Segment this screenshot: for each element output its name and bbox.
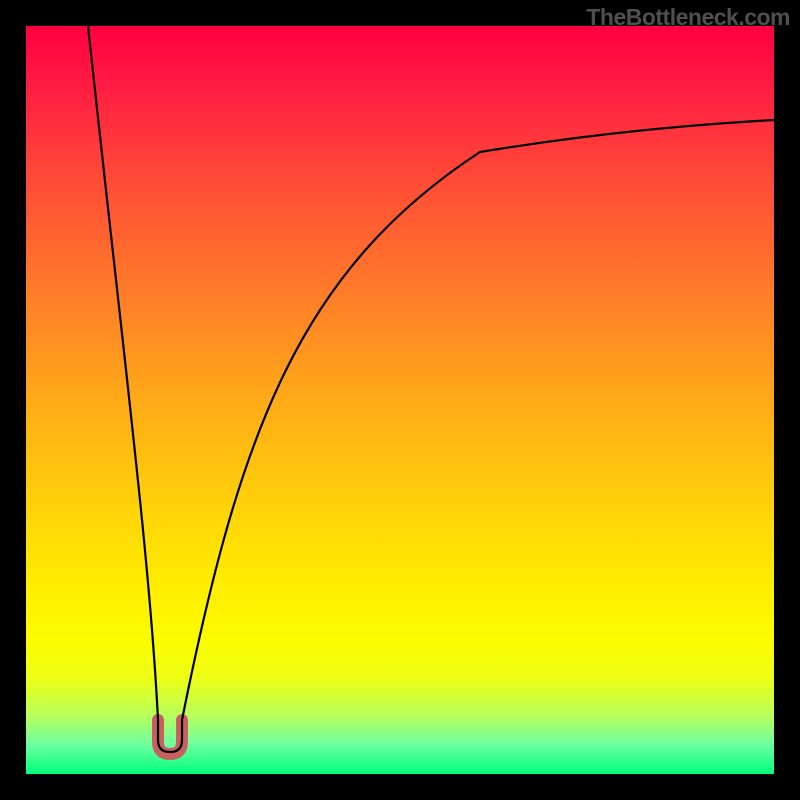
watermark-text: TheBottleneck.com: [586, 4, 790, 31]
bottleneck-curve-chart: [0, 0, 800, 800]
plot-gradient-area: [26, 26, 774, 774]
chart-container: TheBottleneck.com: [0, 0, 800, 800]
